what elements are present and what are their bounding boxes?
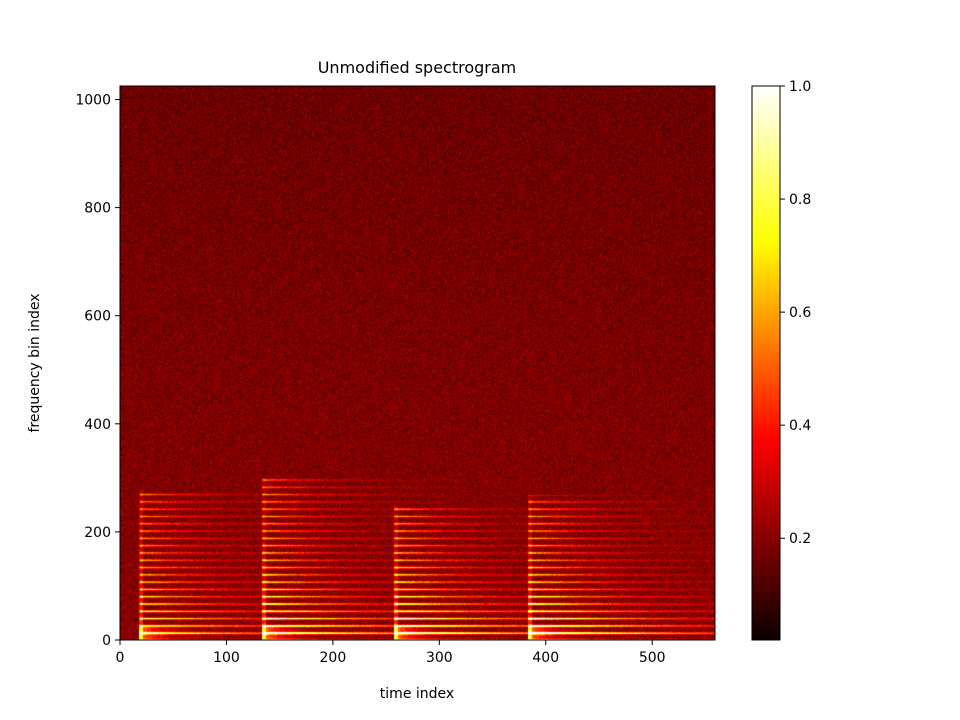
y-axis-label: frequency bin index [27, 293, 43, 432]
colorbar-tick-label: 0.6 [789, 305, 811, 321]
x-axis-label: time index [380, 686, 454, 702]
colorbar [751, 85, 781, 641]
y-axis: 0 200 400 600 800 1000 [75, 93, 120, 649]
colorbar-tick-label: 1.0 [789, 79, 811, 95]
y-tick-label: 800 [84, 201, 111, 217]
x-tick-label: 200 [320, 650, 347, 666]
y-tick-label: 600 [84, 309, 111, 325]
y-tick-label: 200 [84, 525, 111, 541]
y-tick-label: 0 [102, 633, 111, 649]
spectrogram-heatmap [120, 86, 715, 640]
chart-title: Unmodified spectrogram [318, 58, 517, 77]
colorbar-tick-label: 0.2 [789, 531, 811, 547]
x-tick-label: 100 [213, 650, 240, 666]
plot-frame [119, 85, 716, 641]
x-tick-label: 500 [639, 650, 666, 666]
x-axis: 0 100 200 300 400 500 [116, 640, 666, 666]
y-tick-label: 400 [84, 417, 111, 433]
colorbar-tick-label: 0.4 [789, 418, 811, 434]
x-tick-label: 0 [116, 650, 125, 666]
x-tick-label: 400 [532, 650, 559, 666]
y-tick-label: 1000 [75, 93, 111, 109]
colorbar-tick-label: 0.8 [789, 192, 811, 208]
colorbar-axis: 0.2 0.4 0.6 0.8 1.0 [780, 79, 811, 547]
x-tick-label: 300 [426, 650, 453, 666]
